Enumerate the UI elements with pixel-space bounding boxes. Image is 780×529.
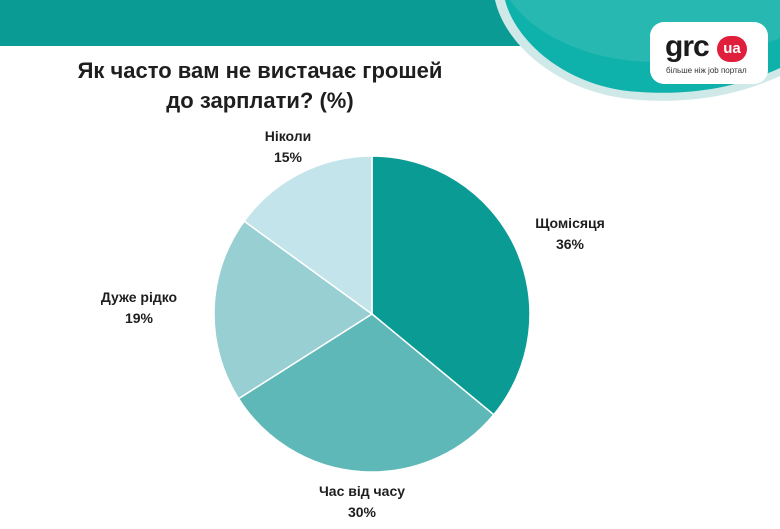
pie-slice-monthly — [371, 155, 531, 416]
slice-label-monthly: Щомісяця — [535, 215, 605, 231]
slice-label-sometimes: Час від часу — [319, 483, 405, 499]
slice-value-never: 15% — [274, 149, 303, 165]
slice-value-sometimes: 30% — [348, 504, 377, 520]
grc-logo[interactable]: grc ua більше ніж job портал — [660, 30, 760, 80]
slice-value-rarely: 19% — [125, 310, 154, 326]
slice-label-never: Ніколи — [265, 128, 312, 144]
pie-slice-never — [243, 155, 373, 316]
pie-slice-sometimes — [237, 313, 495, 473]
header-band — [0, 0, 780, 101]
slice-value-monthly: 36% — [556, 236, 585, 252]
slice-label-rarely: Дуже рідко — [101, 289, 177, 305]
chart-title-line-1: Як часто вам не вистачає грошей — [77, 58, 443, 83]
logo-tagline: більше ніж job портал — [666, 66, 747, 75]
logo-word: grc — [665, 30, 710, 63]
logo-badge: ua — [717, 36, 747, 62]
pie-slice-rarely — [213, 220, 374, 400]
chart-title: Як часто вам не вистачає грошей до зарпл… — [40, 56, 480, 116]
chart-title-line-2: до зарплати? (%) — [166, 88, 354, 113]
